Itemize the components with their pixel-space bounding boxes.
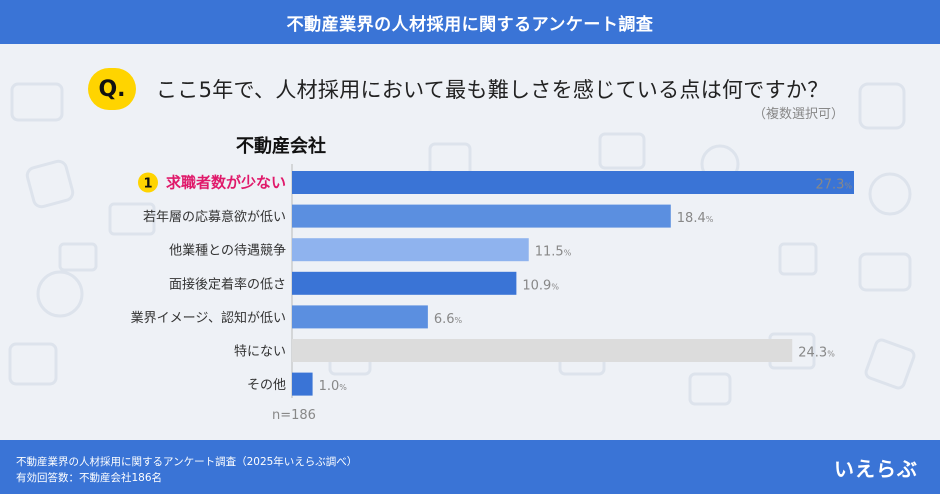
value-unit-4: %	[551, 282, 559, 291]
value-unit-7: %	[339, 383, 347, 392]
bar-2	[292, 204, 671, 228]
category-label-2: 若年層の応募意欲が低い	[143, 209, 286, 225]
bar-6	[292, 339, 793, 362]
value-label-1: 27.3%	[815, 178, 852, 193]
category-label-4: 面接後定着率の低さ	[169, 276, 286, 292]
value-label-7: 1.0%	[319, 379, 348, 394]
category-label-3: 他業種との待遇競争	[169, 243, 286, 259]
question-text: ここ5年で、人材採用において最も難しさを感じている点は何ですか？	[156, 78, 829, 102]
value-label-5: 6.6%	[434, 312, 463, 327]
bar-3	[292, 238, 529, 262]
value-label-3: 11.5%	[535, 245, 572, 260]
category-label-5: 業界イメージ、認知が低い	[131, 310, 286, 326]
value-unit-3: %	[564, 249, 572, 258]
footer-source: 不動産業界の人材採用に関するアンケート調査（2025年いえらぶ調べ）	[16, 456, 358, 468]
bar-1	[292, 171, 854, 194]
question-row: Q. ここ5年で、人材採用において最も難しさを感じている点は何ですか？	[88, 68, 829, 110]
value-label-2: 18.4%	[677, 211, 714, 226]
value-label-4: 10.9%	[522, 278, 559, 293]
bar-5	[292, 305, 428, 329]
question-badge: Q.	[88, 68, 136, 110]
value-unit-1: %	[844, 182, 852, 191]
bar-7	[292, 372, 313, 396]
bar-4	[292, 271, 517, 295]
rank-badge-label: 1	[143, 177, 152, 192]
footer: 不動産業界の人材採用に関するアンケート調査（2025年いえらぶ調べ） 有効回答数…	[0, 440, 940, 494]
sample-size-label: n=186	[272, 408, 316, 423]
brand-logo: いえらぶ	[834, 456, 918, 481]
rank-badge-circle	[138, 172, 158, 193]
category-label-6: 特にない	[234, 345, 286, 360]
category-label-7: その他	[247, 378, 286, 393]
group-label: 不動産会社	[236, 136, 326, 157]
value-unit-5: %	[455, 316, 463, 325]
value-label-6: 24.3%	[798, 346, 835, 361]
bar-chart: 求職者数が少ない 1 27.3% 若年層の応募意欲が低い 18.4% 他業種との待遇競争 1…	[131, 164, 854, 398]
header-title: 不動産業界の人材採用に関するアンケート調査	[0, 0, 940, 44]
question-note: （複数選択可）	[752, 107, 844, 122]
value-unit-6: %	[827, 350, 835, 359]
category-label-1: 求職者数が少ない	[166, 174, 286, 192]
footer-responses: 有効回答数：不動産会社186名	[16, 472, 163, 484]
value-unit-2: %	[706, 215, 714, 224]
